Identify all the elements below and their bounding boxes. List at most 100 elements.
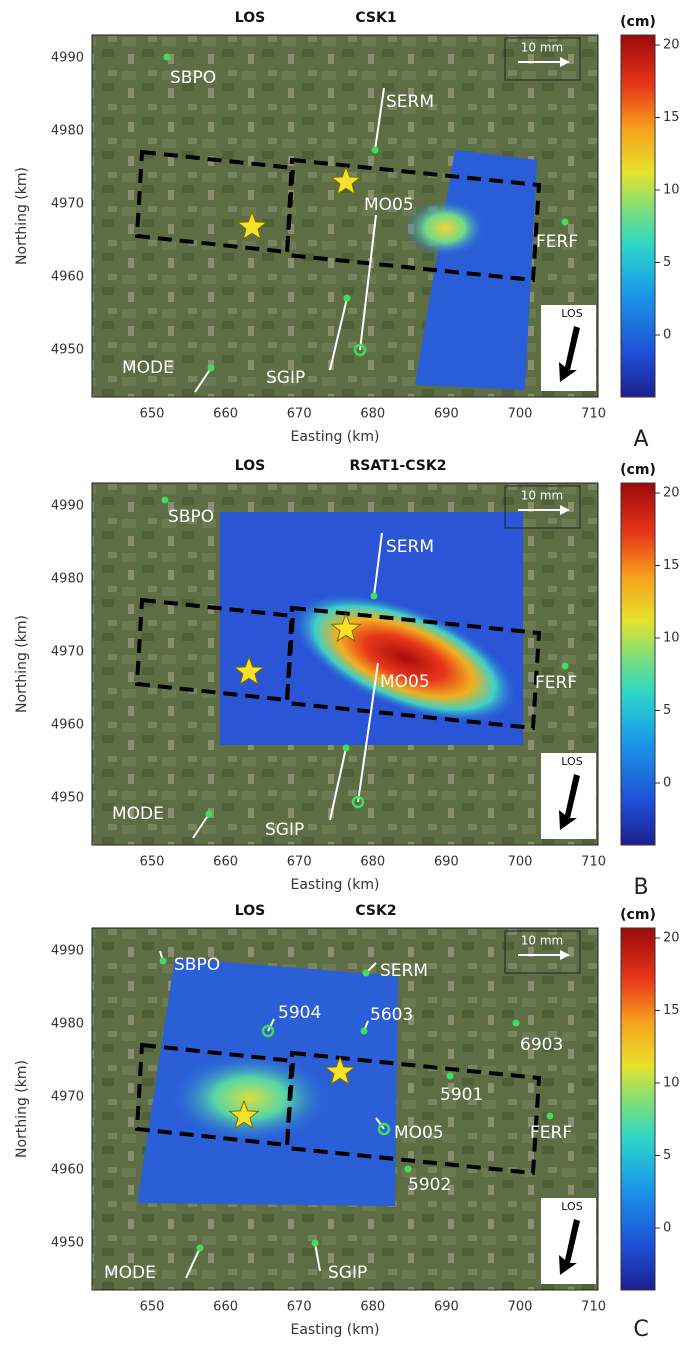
- x-tick-label: 680: [360, 1300, 385, 1315]
- colorbar-tick-label: 20: [663, 38, 680, 53]
- x-tick-label: 670: [287, 407, 312, 422]
- station-label: MODE: [112, 804, 164, 824]
- colorbar-unit: (cm): [620, 907, 656, 923]
- station-label: 5603: [370, 1005, 413, 1025]
- station-label: FERF: [536, 232, 578, 252]
- scale-label: 10 mm: [521, 41, 563, 55]
- station-label: MODE: [104, 1263, 156, 1283]
- station-dot: [363, 970, 369, 976]
- x-axis-label: Easting (km): [291, 877, 380, 893]
- station-dot: [547, 1113, 553, 1119]
- colorbar-tick-label: 15: [663, 558, 680, 573]
- map-panel: LOSRSAT1-CSK2SBPOSERMMO05FERFMODESGIP10 …: [14, 458, 680, 900]
- station-dot: [562, 663, 568, 669]
- y-axis-label: Northing (km): [14, 615, 30, 713]
- station-dot: [312, 1240, 318, 1246]
- station-dot: [371, 593, 377, 599]
- x-tick-label: 650: [140, 855, 165, 870]
- y-tick-label: 4990: [51, 944, 84, 959]
- colorbar-tick-label: 0: [663, 776, 671, 791]
- y-axis-label: Northing (km): [14, 1060, 30, 1158]
- y-axis-label: Northing (km): [14, 167, 30, 265]
- y-tick-label: 4950: [51, 343, 84, 358]
- panel-title: RSAT1-CSK2: [350, 458, 447, 474]
- station-dot: [208, 365, 214, 371]
- x-axis-label: Easting (km): [291, 429, 380, 445]
- panel-title: CSK2: [355, 903, 396, 919]
- panel-letter: B: [633, 875, 648, 900]
- y-tick-label: 4970: [51, 1090, 84, 1105]
- x-tick-label: 670: [287, 1300, 312, 1315]
- x-tick-label: 700: [508, 407, 533, 422]
- x-tick-label: 650: [140, 1300, 165, 1315]
- los-label: LOS: [561, 307, 582, 320]
- x-tick-label: 660: [213, 407, 238, 422]
- station-dot: [197, 1245, 203, 1251]
- panel-title: LOS: [235, 458, 265, 474]
- station-label: SGIP: [328, 1263, 367, 1283]
- y-tick-label: 4950: [51, 1236, 84, 1251]
- los-label: LOS: [561, 1200, 582, 1213]
- y-tick-label: 4970: [51, 645, 84, 660]
- station-label: SBPO: [170, 68, 216, 88]
- y-tick-label: 4990: [51, 499, 84, 514]
- figure: LOS CSK1 SBPO SERM MO05 FERF MODE SGIP 10 mm LOS 4…: [0, 0, 687, 1350]
- x-tick-label: 710: [581, 1300, 606, 1315]
- station-dot: [344, 295, 350, 301]
- y-tick-label: 4970: [51, 197, 84, 212]
- panel-title: CSK1: [355, 10, 396, 26]
- station-label: 5904: [278, 1003, 321, 1023]
- station-dot: [372, 147, 378, 153]
- station-label: SGIP: [266, 368, 305, 388]
- y-tick-label: 4980: [51, 124, 84, 139]
- station-label: SERM: [386, 92, 434, 112]
- station-label: 6903: [520, 1035, 563, 1055]
- colorbar-unit: (cm): [620, 462, 656, 478]
- station-dot: [513, 1020, 519, 1026]
- station-dot: [206, 811, 212, 817]
- station-label: FERF: [530, 1123, 572, 1143]
- deformation-high: [405, 200, 485, 256]
- x-axis-label: Easting (km): [291, 1322, 380, 1338]
- x-tick-label: 690: [434, 407, 459, 422]
- colorbar-tick-label: 20: [663, 486, 680, 501]
- colorbar: [621, 35, 655, 397]
- station-label: MO05: [380, 672, 430, 692]
- colorbar-tick-label: 5: [663, 255, 671, 270]
- panel-title: LOS: [235, 903, 265, 919]
- deformation-high: [170, 1053, 330, 1143]
- colorbar-tick-label: 5: [663, 703, 671, 718]
- y-tick-label: 4980: [51, 1017, 84, 1032]
- station-label: 5901: [440, 1085, 483, 1105]
- x-tick-label: 680: [360, 855, 385, 870]
- scale-label: 10 mm: [521, 934, 563, 948]
- x-tick-label: 710: [581, 855, 606, 870]
- panel-letter: C: [633, 1317, 648, 1342]
- station-dot: [162, 497, 168, 503]
- station-dot: [405, 1166, 411, 1172]
- panel-letter: A: [633, 427, 648, 452]
- colorbar-tick-label: 15: [663, 1003, 680, 1018]
- colorbar: [621, 928, 655, 1290]
- colorbar-tick-label: 10: [663, 1076, 680, 1091]
- x-tick-label: 680: [360, 407, 385, 422]
- y-tick-label: 4960: [51, 1163, 84, 1178]
- station-label: SGIP: [265, 820, 304, 840]
- colorbar-tick-label: 5: [663, 1148, 671, 1163]
- x-tick-label: 670: [287, 855, 312, 870]
- colorbar-unit: (cm): [620, 14, 656, 30]
- los-label: LOS: [561, 755, 582, 768]
- station-dot: [562, 219, 568, 225]
- station-label: SERM: [380, 961, 428, 981]
- station-dot: [160, 958, 166, 964]
- x-tick-label: 650: [140, 407, 165, 422]
- x-tick-label: 660: [213, 1300, 238, 1315]
- station-label: 5902: [408, 1175, 451, 1195]
- y-tick-label: 4950: [51, 791, 84, 806]
- station-dot: [361, 1028, 367, 1034]
- colorbar-tick-label: 15: [663, 110, 680, 125]
- colorbar-tick-label: 20: [663, 931, 680, 946]
- station-label: SBPO: [174, 955, 220, 975]
